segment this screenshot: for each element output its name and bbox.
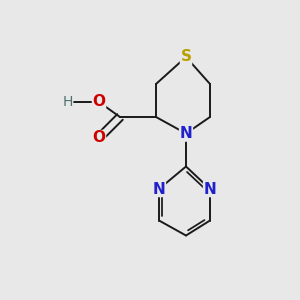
Text: O: O <box>92 130 106 146</box>
Text: N: N <box>153 182 165 196</box>
Text: N: N <box>204 182 216 196</box>
Text: O: O <box>92 94 106 110</box>
Text: S: S <box>181 50 191 64</box>
Text: H: H <box>62 95 73 109</box>
Text: N: N <box>180 126 192 141</box>
